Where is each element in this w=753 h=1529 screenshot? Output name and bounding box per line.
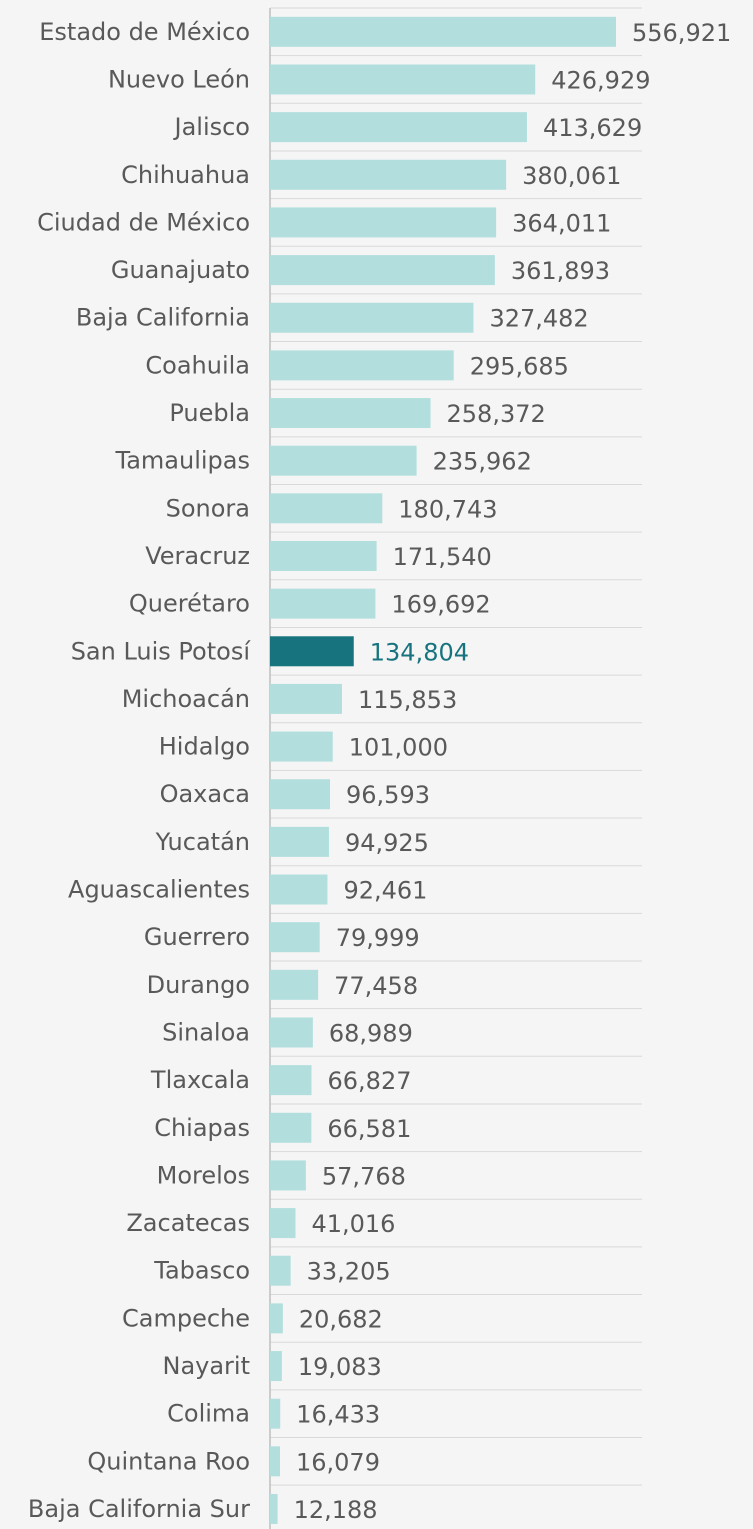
bar [270, 350, 454, 381]
bar [270, 1493, 278, 1524]
bar [270, 64, 536, 95]
value-label: 16,079 [296, 1448, 380, 1476]
value-label: 19,083 [298, 1353, 382, 1381]
value-label: 57,768 [322, 1162, 406, 1190]
value-label: 16,433 [296, 1401, 380, 1429]
category-label: Hidalgo [159, 733, 250, 761]
value-label: 364,011 [512, 209, 611, 237]
category-label: Baja California [76, 304, 250, 332]
bar [270, 112, 527, 143]
category-label: Baja California Sur [28, 1495, 250, 1523]
category-label: Colima [167, 1400, 250, 1428]
value-label: 295,685 [470, 352, 569, 380]
value-label: 20,682 [299, 1305, 383, 1333]
bar [270, 16, 616, 47]
value-label: 12,188 [294, 1496, 378, 1524]
category-label: Puebla [169, 399, 250, 427]
value-label: 361,893 [511, 257, 610, 285]
bar [270, 1112, 312, 1143]
category-label: San Luis Potosí [71, 637, 252, 665]
value-label: 77,458 [334, 972, 418, 1000]
bar [270, 1065, 312, 1096]
value-label: 413,629 [543, 114, 642, 142]
category-label: Chihuahua [121, 161, 250, 189]
category-label: Michoacán [122, 685, 250, 713]
value-label: 79,999 [336, 924, 420, 952]
value-label: 169,692 [391, 591, 490, 619]
bar [270, 1255, 291, 1286]
category-label: Nayarit [162, 1352, 250, 1380]
value-label: 66,827 [328, 1067, 412, 1095]
category-label: Sinaloa [162, 1018, 250, 1046]
category-label: Jalisco [172, 113, 250, 141]
value-label: 115,853 [358, 686, 457, 714]
bar [270, 302, 474, 333]
value-label: 41,016 [311, 1210, 395, 1238]
bar [270, 1303, 283, 1334]
category-label: Tabasco [153, 1257, 250, 1285]
category-label: Nuevo León [108, 65, 250, 93]
category-label: Tlaxcala [150, 1066, 250, 1094]
value-label: 180,743 [398, 495, 497, 523]
bar [270, 683, 342, 714]
bar [270, 445, 417, 476]
value-label: 556,921 [632, 19, 731, 47]
category-label: Campeche [122, 1304, 250, 1332]
bar [270, 1017, 313, 1048]
bar [270, 493, 383, 524]
value-label: 327,482 [489, 305, 588, 333]
value-label: 96,593 [346, 781, 430, 809]
value-label: 171,540 [393, 543, 492, 571]
value-label: 134,804 [370, 638, 469, 666]
category-label: Aguascalientes [68, 876, 250, 904]
category-label: Sonora [166, 494, 250, 522]
category-label: Guanajuato [111, 256, 250, 284]
bar [270, 1160, 306, 1191]
category-label: Guerrero [144, 923, 250, 951]
category-label: Querétaro [129, 590, 250, 618]
bar [270, 255, 495, 286]
value-label: 66,581 [327, 1115, 411, 1143]
category-label: Coahuila [145, 351, 250, 379]
bar [270, 826, 329, 857]
value-label: 94,925 [345, 829, 429, 857]
category-label: Zacatecas [126, 1209, 250, 1237]
value-label: 92,461 [343, 877, 427, 905]
category-label: Tamaulipas [115, 447, 250, 475]
bar [270, 540, 377, 571]
bar [270, 1208, 296, 1239]
bar [270, 398, 431, 429]
bar [270, 159, 507, 190]
category-label: Chiapas [154, 1114, 250, 1142]
category-label: Yucatán [155, 828, 250, 856]
bar [270, 969, 319, 1000]
value-label: 235,962 [433, 448, 532, 476]
value-label: 68,989 [329, 1019, 413, 1047]
category-label: Estado de México [39, 18, 250, 46]
bar [270, 1398, 281, 1429]
value-label: 426,929 [551, 66, 650, 94]
bar [270, 1351, 282, 1382]
bar [270, 636, 354, 667]
value-label: 258,372 [447, 400, 546, 428]
bar [270, 588, 376, 619]
bar [270, 731, 333, 762]
bar [270, 1446, 280, 1477]
category-label: Veracruz [145, 542, 250, 570]
value-label: 33,205 [307, 1258, 391, 1286]
category-label: Morelos [157, 1161, 250, 1189]
category-label: Ciudad de México [37, 208, 250, 236]
bar [270, 207, 497, 238]
value-label: 101,000 [349, 734, 448, 762]
bar [270, 779, 331, 810]
category-label: Durango [147, 971, 250, 999]
value-label: 380,061 [522, 162, 621, 190]
category-label: Oaxaca [160, 780, 250, 808]
bar [270, 922, 320, 953]
bar [270, 874, 328, 905]
category-label: Quintana Roo [87, 1447, 250, 1475]
